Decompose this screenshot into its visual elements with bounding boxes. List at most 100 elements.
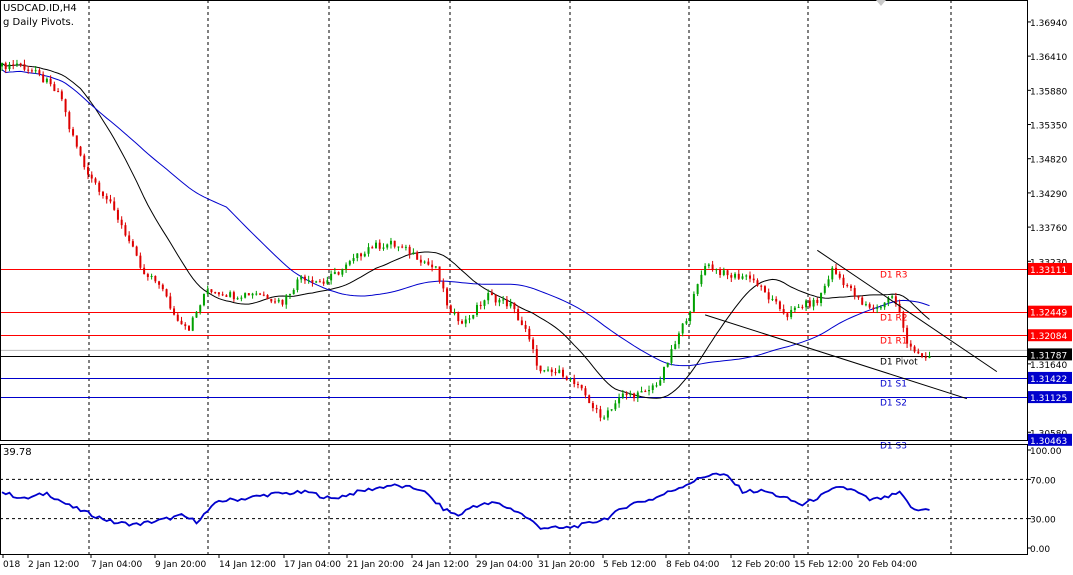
candle-body [808, 300, 811, 307]
symbol-title: USDCAD.ID,H4 [3, 3, 77, 14]
price-tag [1028, 348, 1072, 361]
oscillator-pane-frame [0, 444, 1028, 555]
candle-body [846, 285, 849, 287]
candle-body [270, 298, 273, 302]
candle-body [101, 191, 104, 196]
candle-body [124, 225, 127, 236]
candle-body [797, 306, 800, 308]
candle-body [805, 300, 808, 308]
candle-body [849, 285, 852, 289]
y-tick-label: 1.34820 [1030, 156, 1067, 166]
candle-body [266, 294, 269, 299]
candle-body [494, 294, 497, 303]
chart-shift-icon[interactable] [876, 0, 886, 8]
candle-body [524, 324, 527, 329]
candle-body [382, 247, 385, 249]
candle-body [251, 293, 254, 296]
pivot-label: D1 S1 [880, 380, 907, 390]
candle-body [704, 266, 707, 275]
grid-lines [88, 0, 952, 554]
candle-body [255, 293, 258, 295]
candle-body [719, 269, 722, 275]
candle-body [296, 279, 299, 290]
candle-body [378, 242, 381, 249]
candle-body [461, 321, 464, 324]
candle-body [591, 403, 594, 409]
candle-body [34, 70, 37, 72]
candle-body [195, 311, 198, 318]
candle-body [603, 417, 606, 419]
candle-body [274, 301, 277, 303]
candle-body [730, 275, 733, 278]
candle-body [442, 281, 445, 289]
candle-body [876, 307, 879, 309]
ma-long-line [1, 69, 930, 367]
candle-body [161, 284, 164, 290]
candle-body [98, 182, 101, 192]
candle-body [816, 299, 819, 304]
candle-body [823, 285, 826, 293]
candle-body [217, 292, 220, 295]
x-tick-label: 31 Jan 20:00 [538, 560, 595, 570]
candle-body [94, 178, 97, 183]
candle-body [909, 343, 912, 347]
candle-body [412, 252, 415, 255]
osc-tick-label: 0.00 [1030, 545, 1050, 555]
x-tick-label: 2 Jan 12:00 [28, 560, 80, 570]
candle-body [831, 267, 834, 280]
candle-body [87, 167, 90, 175]
candle-body [737, 273, 740, 279]
candle-body [45, 78, 48, 83]
pivot-label: D1 R3 [880, 271, 908, 281]
candle-body [229, 292, 232, 297]
candle-body [767, 292, 770, 300]
candle-body [891, 296, 894, 298]
candle-body [741, 276, 744, 279]
price-tag [1028, 305, 1072, 318]
oscillator-line [1, 472, 930, 530]
price-tag-label: 1.31422 [1030, 375, 1067, 385]
candle-body [423, 261, 426, 263]
candle-body [169, 296, 172, 309]
y-tick-label: 1.33760 [1030, 224, 1067, 234]
candle-body [75, 135, 78, 147]
candle-body [262, 294, 265, 296]
candle-body [408, 246, 411, 255]
candle-body [565, 376, 568, 380]
candle-body [681, 323, 684, 334]
price-tag-label: 1.31125 [1030, 394, 1067, 404]
price-tag-label: 1.32449 [1030, 309, 1067, 319]
candle-body [150, 275, 153, 277]
candle-body [513, 302, 516, 310]
candle-body [573, 378, 576, 385]
candle-body [42, 74, 45, 83]
candle-body [90, 174, 93, 179]
candle-body [659, 380, 662, 386]
candle-body [281, 299, 284, 305]
candle-body [139, 255, 142, 268]
price-tag [1028, 329, 1072, 342]
candle-body [868, 304, 871, 308]
candle-body [311, 280, 314, 283]
x-tick-label: 018 [3, 560, 20, 570]
x-tick-label: 5 Feb 12:00 [603, 560, 657, 570]
candle-body [547, 369, 550, 371]
candle-body [427, 261, 430, 265]
x-tick-label: 12 Feb 20:00 [731, 560, 790, 570]
candle-body [913, 346, 916, 352]
candle-body [580, 384, 583, 389]
candle-body [38, 70, 41, 75]
candle-body [386, 244, 389, 248]
candle-body [199, 305, 202, 312]
candle-body [633, 393, 636, 399]
candle-body [128, 235, 131, 242]
candle-body [393, 240, 396, 247]
candle-body [599, 409, 602, 418]
candle-body [68, 112, 71, 130]
x-tick-label: 7 Jan 04:00 [91, 560, 143, 570]
candle-body [539, 365, 542, 372]
candle-body [468, 318, 471, 320]
